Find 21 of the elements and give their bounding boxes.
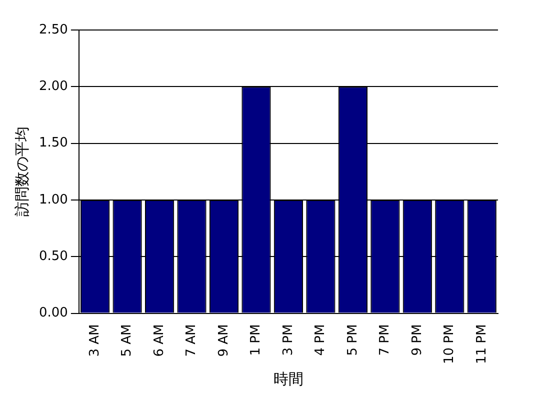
x-tick-label: 9 AM [216,324,232,357]
y-tick-label: 1.50 [38,136,68,151]
x-axis-title: 時間 [273,370,304,388]
y-tick-label: 2.50 [38,22,68,38]
x-tick-label: 4 PM [313,324,328,356]
x-tick-label: 3 PM [280,324,296,356]
y-axis-title: 訪問数の平均 [12,126,31,217]
x-tick-label: 7 AM [184,324,200,357]
x-tick-label: 7 PM [378,324,393,356]
x-tick-label: 5 PM [345,324,360,356]
y-tick-label: 0.00 [38,306,68,321]
x-tick-label: 3 AM [87,324,102,357]
x-tick-label: 1 PM [248,324,264,356]
x-tick-label: 9 PM [410,324,425,356]
y-tick-label: 1.00 [38,192,68,208]
x-tick-label: 11 PM [474,324,490,364]
y-tick-label: 0.50 [38,248,68,264]
x-tick-label: 6 AM [152,324,167,357]
y-tick-label: 2.00 [38,79,68,94]
x-tick-label: 10 PM [442,324,458,364]
x-tick-label: 5 AM [120,324,135,357]
